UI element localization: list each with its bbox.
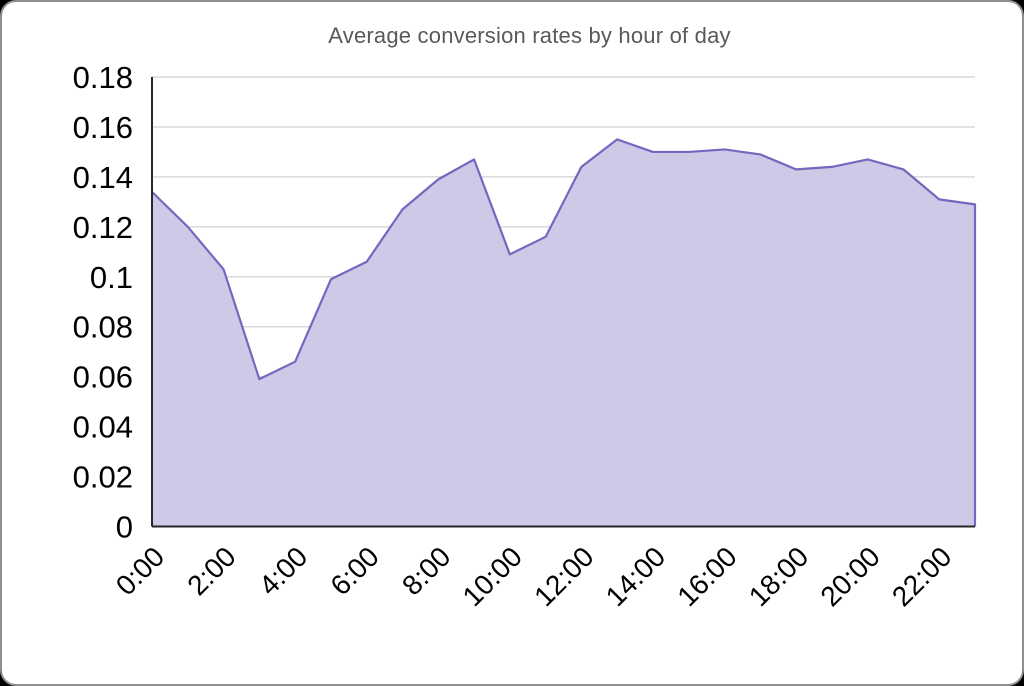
x-tick-label: 6:00 — [324, 541, 384, 601]
y-tick-label: 0.02 — [73, 460, 133, 495]
x-tick-label: 18:00 — [743, 541, 814, 612]
y-tick-label: 0.08 — [73, 310, 133, 345]
x-tick-label: 14:00 — [600, 541, 671, 612]
y-tick-label: 0.06 — [73, 360, 133, 395]
x-tick-label: 4:00 — [253, 541, 313, 601]
y-tick-label: 0.04 — [73, 410, 133, 445]
x-tick-label: 12:00 — [528, 541, 599, 612]
x-tick-label: 0:00 — [110, 541, 170, 601]
x-tick-label: 8:00 — [396, 541, 456, 601]
x-tick-label: 10:00 — [457, 541, 528, 612]
x-tick-label: 22:00 — [886, 541, 957, 612]
chart-title: Average conversion rates by hour of day — [328, 23, 731, 48]
y-tick-label: 0.14 — [73, 160, 133, 195]
x-tick-label: 16:00 — [671, 541, 742, 612]
y-tick-label: 0 — [116, 510, 133, 545]
series-line — [151, 138, 977, 527]
x-tick-label: 20:00 — [814, 541, 885, 612]
area-fill — [152, 139, 975, 527]
x-tick-label: 2:00 — [181, 541, 241, 601]
y-tick-label: 0.16 — [73, 110, 133, 145]
y-tick-label: 0.18 — [73, 60, 133, 95]
y-tick-label: 0.1 — [90, 260, 133, 295]
y-tick-label: 0.12 — [73, 210, 133, 245]
